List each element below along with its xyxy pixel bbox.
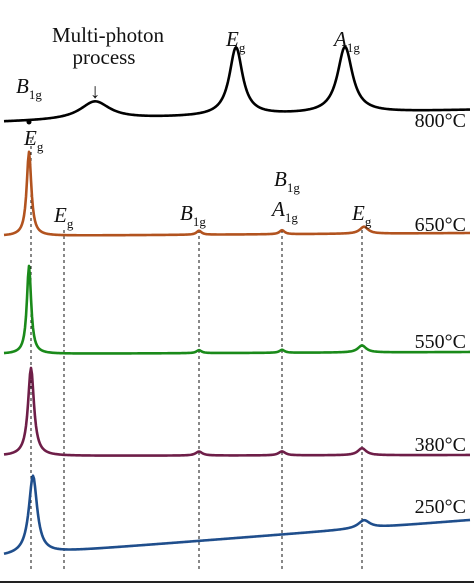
peak-label-a1g-800: A1g: [332, 27, 360, 55]
peak-label-a1g-1: A1g: [270, 197, 298, 225]
temp-label-380: 380°C: [415, 434, 466, 456]
peak-label-eg-800: Eg: [225, 27, 246, 55]
annotation-arrow: ↓: [90, 79, 101, 103]
peak-label-eg-1: Eg: [53, 203, 74, 231]
peak-label-b1g-1: B1g: [180, 201, 206, 229]
temp-label-550: 550°C: [415, 331, 466, 353]
series-line-380c: [3, 366, 471, 457]
temp-label-650: 650°C: [415, 214, 466, 236]
peak-label-b1g-800: B1g: [16, 74, 42, 102]
series-line-550c: [3, 264, 471, 355]
series-line-650c: [3, 150, 471, 237]
peak-label-eg-main: Eg: [23, 126, 44, 154]
annotation-line2: process: [73, 45, 136, 69]
series-line-250c: [3, 474, 471, 556]
temp-label-800: 800°C: [415, 110, 466, 132]
peak-label-eg-2: Eg: [351, 201, 372, 229]
temp-label-250: 250°C: [415, 496, 466, 518]
annotation-line1: Multi-photon: [52, 23, 165, 47]
b1g-marker: [26, 119, 32, 125]
peak-label-b1g-2: B1g: [274, 167, 300, 195]
series-line-800c: [3, 45, 471, 123]
peak-guide-lines: [30, 140, 363, 572]
spectra-curves: [3, 45, 471, 556]
